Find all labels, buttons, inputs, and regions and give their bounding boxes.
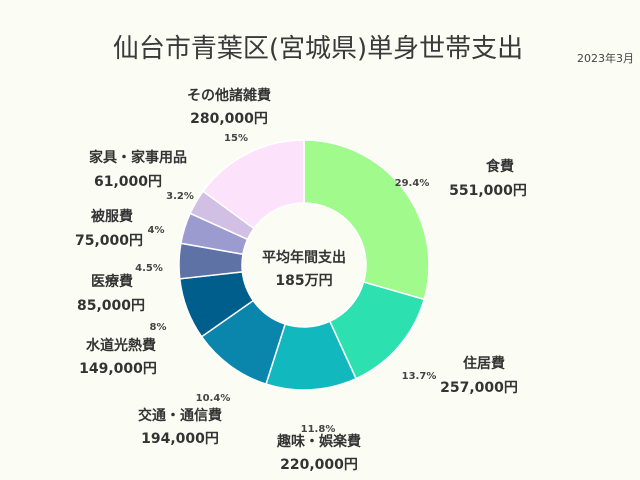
center-value: 185万円 [275,273,332,289]
slice-percent-label: 4.5% [135,263,163,274]
slice-category-label: 趣味・娯楽費 [276,433,361,450]
slice-percent-label: 8% [150,322,167,333]
slice-percent-label: 10.4% [196,393,231,404]
pie-slice [202,139,305,230]
slice-category-label: 住居費 [463,355,505,372]
slice-value-label: 551,000円 [449,183,527,199]
slice-value-label: 149,000円 [79,361,157,377]
slice-category-label: 被服費 [91,208,133,225]
slice-percent-label: 29.4% [395,178,430,189]
pie-slice [303,139,430,301]
slice-category-label: 水道光熱費 [86,337,156,354]
slice-percent-label: 3.2% [166,191,194,202]
slice-percent-label: 13.7% [402,371,437,382]
center-label: 平均年間支出 [262,249,346,266]
slice-value-label: 75,000円 [75,233,143,249]
slice-percent-label: 15% [224,133,248,144]
slices-group [178,139,430,391]
slice-category-label: 食費 [486,158,514,175]
slice-value-label: 194,000円 [141,431,219,447]
slice-value-label: 61,000円 [94,174,162,190]
slice-category-label: 交通・通信費 [138,407,222,424]
slice-category-label: 家具・家事用品 [89,149,187,166]
chart-date: 2023年3月 [577,51,634,65]
slice-value-label: 85,000円 [77,298,145,314]
slice-percent-label: 11.8% [301,424,336,435]
slice-value-label: 257,000円 [440,380,518,396]
slice-category-label: その他諸雑費 [187,87,271,104]
slice-value-label: 280,000円 [190,111,268,127]
chart-title: 仙台市青葉区(宮城県)単身世帯支出 [113,34,523,64]
slice-category-label: 医療費 [91,273,133,290]
slice-value-label: 220,000円 [280,457,358,473]
slice-percent-label: 4% [148,225,165,236]
